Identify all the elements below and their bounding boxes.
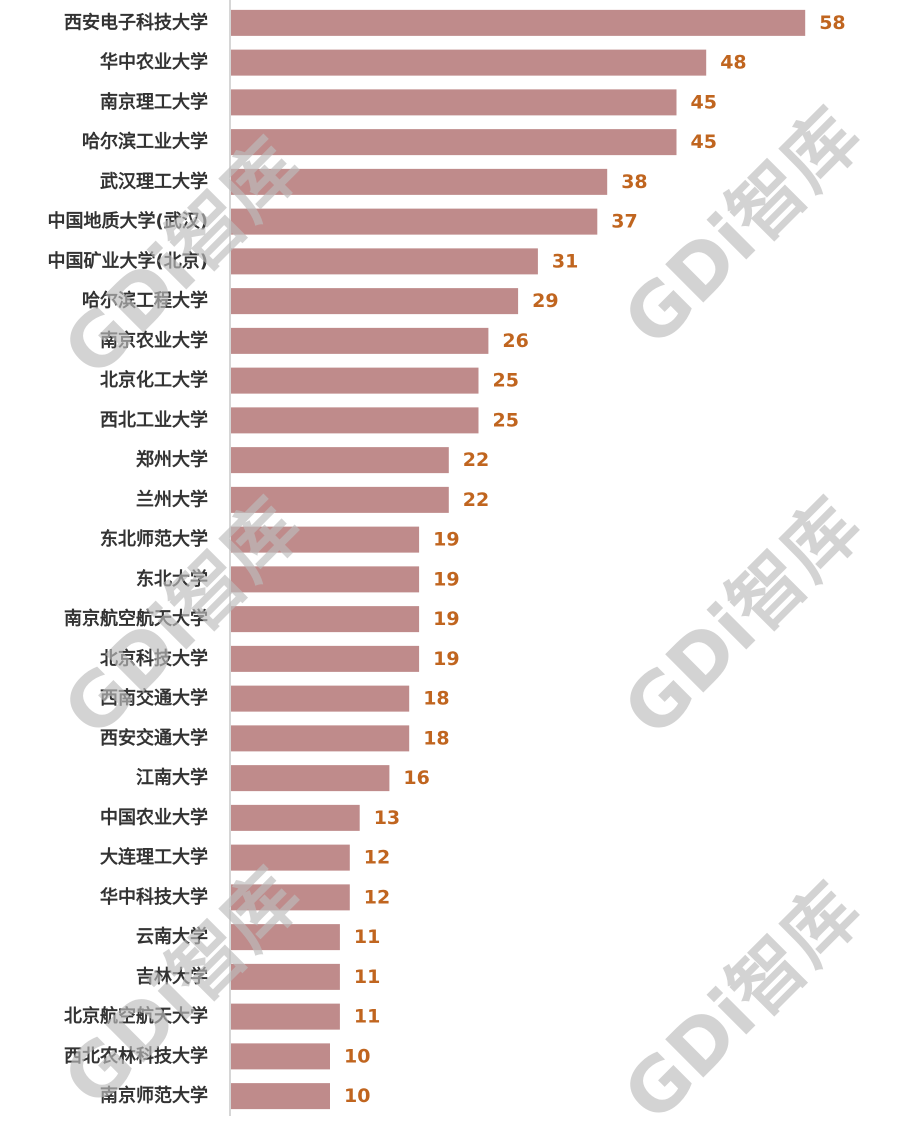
category-label: 南京师范大学 <box>100 1085 208 1107</box>
data-label: 11 <box>354 926 380 948</box>
bar <box>231 765 390 792</box>
bar <box>231 725 410 752</box>
data-label: 18 <box>423 727 449 749</box>
bar <box>231 407 479 434</box>
data-label: 45 <box>691 131 717 153</box>
bar <box>231 924 340 951</box>
data-label: 10 <box>344 1045 370 1067</box>
data-label: 22 <box>463 489 489 511</box>
category-label: 郑州大学 <box>136 449 208 471</box>
bar <box>231 447 449 474</box>
bar <box>231 486 449 513</box>
bar <box>231 9 806 36</box>
category-label: 西南交通大学 <box>100 687 208 709</box>
category-label: 西安电子科技大学 <box>64 11 208 33</box>
data-label: 29 <box>532 290 558 312</box>
category-label: 吉林大学 <box>136 965 208 987</box>
bars-group: 西安电子科技大学 58 华中农业大学 48 南京理工大学 45 哈尔滨工业大学 45 武汉理工大… <box>48 9 846 1110</box>
category-label: 武汉理工大学 <box>100 170 208 192</box>
data-label: 22 <box>463 449 489 471</box>
data-label: 37 <box>611 211 637 233</box>
data-label: 26 <box>502 330 528 352</box>
data-label: 18 <box>423 688 449 710</box>
data-label: 11 <box>354 1006 380 1028</box>
data-label: 19 <box>433 608 459 630</box>
bar <box>231 89 677 116</box>
data-label: 12 <box>364 886 390 908</box>
bar <box>231 327 489 354</box>
data-label: 38 <box>621 171 647 193</box>
category-label: 大连理工大学 <box>100 846 208 868</box>
data-label: 12 <box>364 847 390 869</box>
data-label: 45 <box>691 91 717 113</box>
data-label: 19 <box>433 568 459 590</box>
category-label: 西安交通大学 <box>100 727 208 749</box>
category-label: 西北农林科技大学 <box>64 1045 208 1067</box>
bar <box>231 49 707 76</box>
category-label: 东北大学 <box>136 568 208 590</box>
category-label: 哈尔滨工业大学 <box>82 131 208 153</box>
category-label: 东北师范大学 <box>100 528 208 550</box>
category-label: 江南大学 <box>136 767 208 789</box>
bar <box>231 844 350 871</box>
data-label: 19 <box>433 529 459 551</box>
bar <box>231 168 608 195</box>
bar <box>231 645 420 672</box>
bar <box>231 526 420 553</box>
data-label: 16 <box>403 767 429 789</box>
bar <box>231 1003 340 1030</box>
category-label: 南京理工大学 <box>100 91 208 113</box>
category-label: 云南大学 <box>136 926 208 948</box>
category-label: 哈尔滨工程大学 <box>82 290 208 312</box>
category-label: 西北工业大学 <box>100 409 208 431</box>
bar <box>231 288 519 315</box>
bar <box>231 367 479 394</box>
data-label: 10 <box>344 1085 370 1107</box>
bar <box>231 884 350 911</box>
bar <box>231 685 410 712</box>
category-label: 北京化工大学 <box>100 369 208 391</box>
category-label: 南京航空航天大学 <box>64 608 208 630</box>
data-label: 58 <box>819 12 845 34</box>
category-label: 华中农业大学 <box>100 51 208 73</box>
bar <box>231 1083 330 1110</box>
bar <box>231 606 420 633</box>
category-label: 华中科技大学 <box>100 886 208 908</box>
data-label: 48 <box>720 52 746 74</box>
category-label: 中国矿业大学(北京) <box>48 250 208 272</box>
data-label: 25 <box>493 409 519 431</box>
bar <box>231 208 598 235</box>
data-label: 31 <box>552 250 578 272</box>
bar <box>231 804 360 831</box>
category-label: 南京农业大学 <box>100 329 208 351</box>
category-label: 兰州大学 <box>136 488 208 510</box>
bar <box>231 129 677 156</box>
data-label: 19 <box>433 648 459 670</box>
category-label: 北京航空航天大学 <box>64 1005 208 1027</box>
bar <box>231 248 538 275</box>
data-label: 13 <box>374 807 400 829</box>
category-label: 中国农业大学 <box>100 806 208 828</box>
data-label: 11 <box>354 966 380 988</box>
bar <box>231 963 340 990</box>
category-label: 北京科技大学 <box>100 647 208 669</box>
category-label: 中国地质大学(武汉) <box>48 210 208 232</box>
bar <box>231 566 420 593</box>
data-label: 25 <box>493 370 519 392</box>
bar <box>231 1043 330 1070</box>
